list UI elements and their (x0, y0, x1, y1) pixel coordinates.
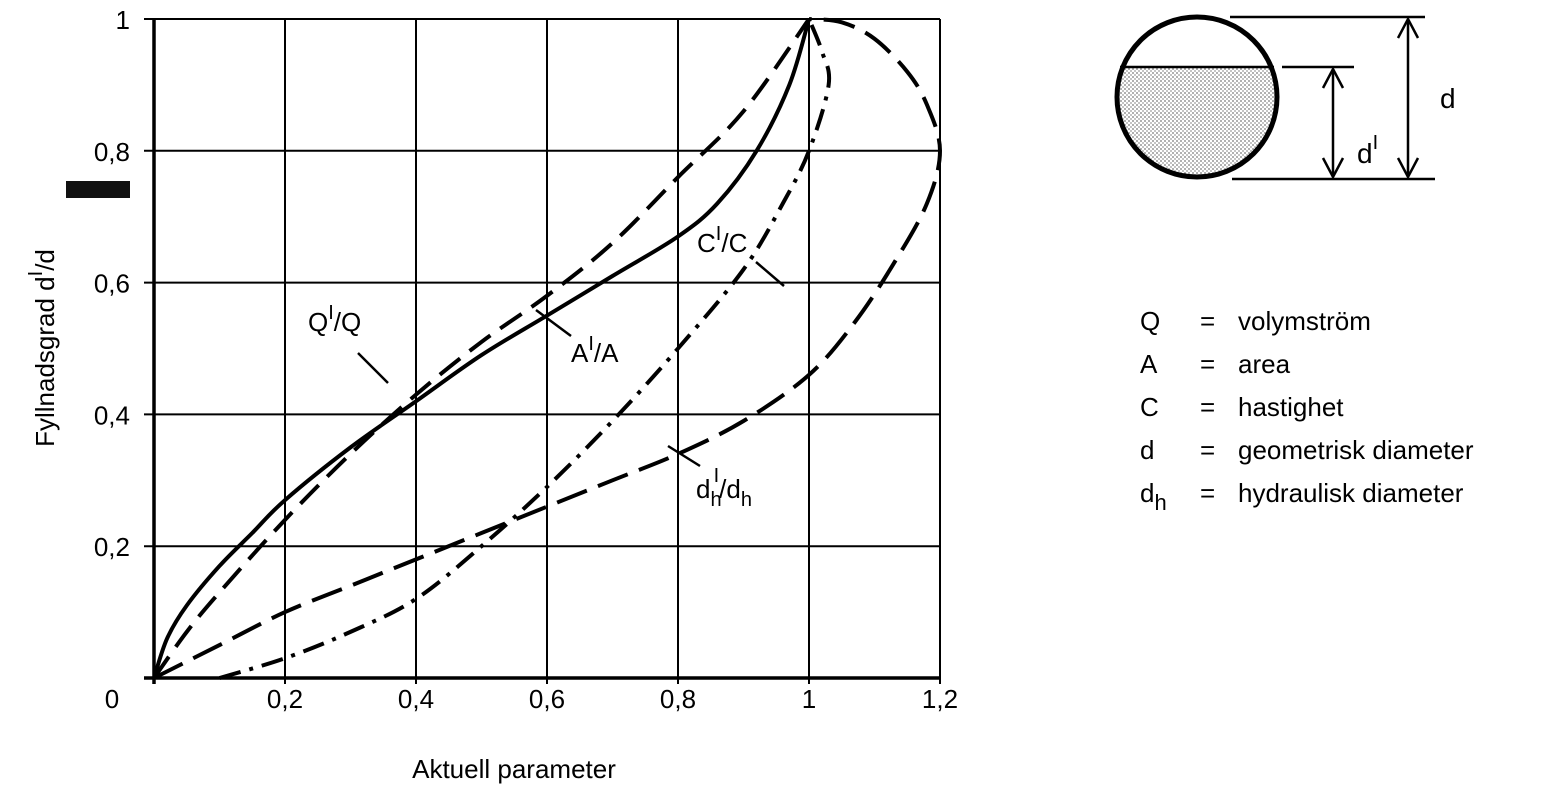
series-label-dh-leader (667, 444, 701, 468)
x-tick-label: 0,8 (660, 684, 696, 714)
y-axis-title: Fyllnadsgrad dI/d (25, 249, 60, 447)
series-label-a: AI/A (535, 308, 619, 368)
svg-text:Fyllnadsgrad dI/d: Fyllnadsgrad dI/d (25, 249, 60, 447)
series-label-q-leader (357, 352, 389, 384)
y-tick-label: 1 (116, 5, 130, 35)
x-tick-label: 0,4 (398, 684, 434, 714)
y-tick-labels: 0,2 0,4 0,6 0,8 1 (94, 5, 130, 562)
x-tick-label: 1,2 (922, 684, 958, 714)
origin-label: 0 (105, 684, 119, 714)
pipe-circle (1114, 14, 1280, 180)
d-label: d (1440, 83, 1456, 114)
series-label-q: QI/Q (308, 302, 389, 384)
series-line-1 (152, 17, 811, 680)
chart-series (152, 17, 943, 680)
x-axis-title: Aktuell parameter (412, 754, 616, 784)
redaction-bar (66, 181, 130, 198)
y-tick-label: 0,2 (94, 532, 130, 562)
svg-text:QI/Q: QI/Q (308, 302, 361, 337)
legend-row-dh: dh = hydraulisk diameter (1140, 478, 1464, 515)
symbol-legend: Q = volymström A = area C = hastighet d … (1140, 300, 1474, 524)
svg-text:dhI/dh: dhI/dh (696, 465, 752, 511)
y-tick-label: 0,6 (94, 269, 130, 299)
legend-row-q: Q = volymström (1140, 306, 1371, 336)
legend-row-d: d = geometrisk diameter (1140, 435, 1474, 465)
legend-row-c: C = hastighet (1140, 392, 1344, 422)
x-tick-label: 0,2 (267, 684, 303, 714)
series-line-2 (218, 18, 832, 680)
legend-row-a: A = area (1140, 349, 1291, 379)
series-label-c-leader (755, 261, 785, 287)
series-label-c: CI/C (697, 223, 785, 287)
pipe-fill (1117, 67, 1277, 177)
series-line-0 (152, 18, 811, 679)
y-tick-label: 0,4 (94, 400, 130, 430)
series-line-3 (153, 17, 943, 680)
svg-text:CI/C: CI/C (697, 223, 747, 258)
series-label-a-leader (535, 308, 572, 338)
y-tick-label: 0,8 (94, 137, 130, 167)
series-label-dh: dhI/dh (667, 444, 752, 511)
svg-text:AI/A: AI/A (571, 333, 619, 368)
dprime-label: dI (1357, 132, 1378, 169)
x-tick-label: 0,6 (529, 684, 565, 714)
x-tick-label: 1 (802, 684, 816, 714)
pipe-diagram: d dI (1114, 14, 1456, 181)
x-tick-labels: 0,2 0,4 0,6 0,8 1 1,2 (267, 684, 958, 714)
